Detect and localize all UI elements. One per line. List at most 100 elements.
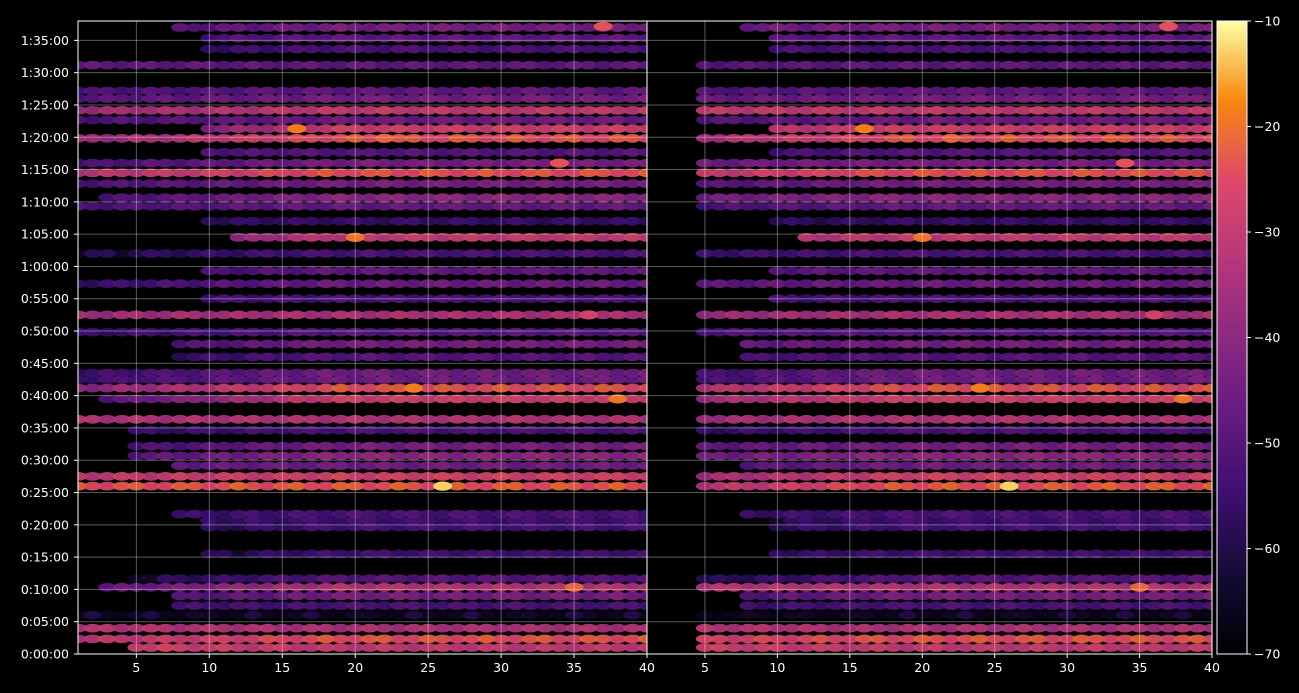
heatmap-cell (869, 414, 888, 424)
heatmap-cell (1072, 509, 1091, 519)
heatmap-cell (855, 516, 874, 525)
heatmap-cell (477, 549, 496, 559)
heatmap-cell (840, 549, 859, 559)
heatmap-cell (521, 33, 540, 43)
heatmap-cell (433, 168, 452, 178)
heatmap-cell (638, 610, 647, 620)
heatmap-cell (390, 168, 408, 178)
heatmap-cell (302, 375, 321, 384)
heatmap-cell (1174, 352, 1192, 362)
heatmap-cell (797, 574, 816, 583)
heatmap-cell (608, 233, 627, 242)
heatmap-cell (433, 249, 452, 258)
heatmap-cell (1174, 516, 1192, 525)
heatmap-cell (1000, 124, 1019, 134)
heatmap-cell (229, 44, 248, 54)
heatmap-cell (171, 327, 190, 337)
heatmap-cell (448, 601, 467, 610)
heatmap-cell (1203, 643, 1212, 652)
heatmap-cell (317, 294, 335, 304)
heatmap-cell (1058, 375, 1077, 384)
heatmap-cell (375, 106, 394, 115)
heatmap-cell (492, 266, 511, 276)
heatmap-cell (768, 375, 787, 384)
heatmap-cell (404, 516, 423, 525)
heatmap-cell (1188, 383, 1207, 393)
heatmap-cell (1116, 574, 1135, 583)
heatmap-cell (1000, 368, 1019, 378)
heatmap-cell (826, 133, 845, 143)
heatmap-cell (550, 522, 569, 532)
heatmap-cell (942, 339, 961, 349)
heatmap-cell (258, 516, 277, 525)
heatmap-cell (623, 643, 642, 652)
heatmap-cell (1101, 643, 1120, 652)
heatmap-cell (185, 327, 204, 337)
heatmap-cell (797, 368, 816, 378)
heatmap-cell (1130, 179, 1149, 189)
heatmap-cell (811, 201, 830, 211)
heatmap-cell (869, 582, 888, 592)
heatmap-cell (1188, 60, 1207, 70)
heatmap-cell (258, 179, 277, 189)
heatmap-cell (971, 216, 990, 226)
heatmap-cell (565, 451, 584, 461)
y-axis: 0:00:000:05:000:10:000:15:000:20:000:25:… (21, 33, 78, 662)
heatmap-cell (1188, 233, 1207, 242)
heatmap-cell (797, 509, 816, 519)
heatmap-cell (869, 451, 888, 461)
heatmap-cell (826, 33, 845, 43)
y-tick-label: 0:30:00 (21, 453, 69, 468)
heatmap-cell (390, 394, 408, 404)
heatmap-cell (331, 394, 350, 404)
heatmap-cell (448, 193, 467, 203)
heatmap-cell (287, 591, 306, 601)
heatmap-cell (346, 294, 365, 304)
heatmap-cell (535, 327, 554, 337)
heatmap-cell (229, 516, 248, 525)
heatmap-cell (739, 86, 758, 96)
heatmap-cell (869, 124, 888, 134)
heatmap-cell (185, 414, 204, 424)
heatmap-cell (579, 249, 598, 258)
heatmap-cell (1029, 158, 1048, 168)
heatmap-cell (565, 179, 584, 189)
heatmap-cell (360, 60, 379, 70)
heatmap-cell (492, 352, 511, 362)
heatmap-cell (273, 383, 292, 393)
heatmap-cell (840, 516, 859, 525)
heatmap-cell (433, 124, 452, 134)
heatmap-cell (156, 481, 175, 491)
heatmap-cell (623, 634, 642, 644)
heatmap-cell (913, 124, 932, 134)
heatmap-cell (273, 94, 292, 103)
heatmap-cell (1029, 124, 1048, 134)
heatmap-cell (594, 643, 613, 652)
heatmap-cell (171, 591, 190, 601)
heatmap-cell (927, 133, 946, 143)
heatmap-cell (927, 168, 946, 178)
heatmap-cell (971, 133, 990, 143)
heatmap-cell (535, 591, 554, 601)
heatmap-cell (1174, 266, 1192, 276)
heatmap-cell (855, 481, 874, 491)
heatmap-cell (1072, 634, 1091, 644)
heatmap-cell (331, 339, 350, 349)
heatmap-cell (1029, 193, 1048, 203)
heatmap-cell (1014, 147, 1033, 157)
heatmap-cell (1145, 179, 1164, 189)
heatmap-cell (608, 516, 627, 525)
heatmap-cell (985, 623, 1004, 633)
heatmap-cell (811, 193, 830, 203)
heatmap-cell (214, 201, 233, 211)
heatmap-cell (1203, 233, 1212, 242)
heatmap-cell (1072, 481, 1091, 491)
heatmap-cell (360, 147, 379, 157)
heatmap-cell (229, 509, 248, 519)
heatmap-cell (244, 623, 263, 633)
heatmap-cell (840, 634, 859, 644)
heatmap-cell (346, 516, 365, 525)
heatmap-cell (1145, 33, 1164, 43)
heatmap-cell (840, 179, 859, 189)
heatmap-cell (506, 509, 525, 519)
